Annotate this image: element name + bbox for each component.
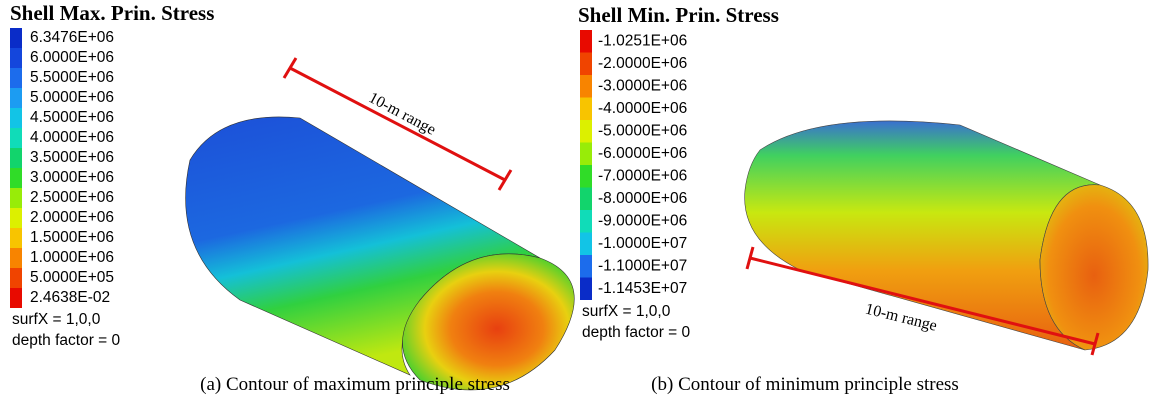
legend-label: -6.0000E+06 (598, 145, 687, 162)
legend-swatch (10, 248, 22, 268)
legend-swatch (580, 30, 592, 53)
legend-swatch (10, 88, 22, 108)
legend-label: -1.0000E+07 (598, 235, 687, 252)
legend-swatch (10, 148, 22, 168)
legend-swatch (10, 48, 22, 68)
legend-swatch (580, 188, 592, 211)
legend-label: 1.5000E+06 (30, 229, 114, 246)
legend-swatch (10, 288, 22, 308)
legend-label: 2.5000E+06 (30, 189, 114, 206)
legend-label: -3.0000E+06 (598, 77, 687, 94)
depth-label: depth factor = 0 (12, 332, 121, 349)
legend-label: 2.4638E-02 (30, 289, 110, 306)
legend-label: 5.0000E+05 (30, 269, 114, 286)
legend-swatch (580, 278, 592, 301)
legend-swatch (580, 255, 592, 278)
tunnel-b (745, 121, 1148, 355)
legend-label: -1.1000E+07 (598, 257, 687, 274)
legend-swatch (580, 210, 592, 233)
legend-swatch (580, 233, 592, 256)
legend-swatch (10, 228, 22, 248)
legend-swatch (10, 268, 22, 288)
surf-label: surfX = 1,0,0 (12, 311, 101, 328)
legend-label: -7.0000E+06 (598, 167, 687, 184)
caption: (b) Contour of minimum principle stress (651, 374, 959, 395)
legend-label: -2.0000E+06 (598, 55, 687, 72)
surf-label: surfX = 1,0,0 (582, 303, 671, 320)
legend-label: -9.0000E+06 (598, 212, 687, 229)
caption: (a) Contour of maximum principle stress (200, 374, 510, 395)
legend-swatch (10, 28, 22, 48)
legend-swatch (10, 168, 22, 188)
legend-swatch (580, 98, 592, 121)
legend-label: 4.5000E+06 (30, 109, 114, 126)
legend-swatch (10, 68, 22, 88)
figure: Shell Max. Prin. Stress 6.3476E+06 6.0000E… (0, 0, 1161, 414)
legend-label: -4.0000E+06 (598, 100, 687, 117)
legend-label: -5.0000E+06 (598, 122, 687, 139)
legend-label: 5.5000E+06 (30, 69, 114, 86)
legend-label: 6.3476E+06 (30, 29, 114, 46)
legend-swatch (10, 128, 22, 148)
panel-title: Shell Max. Prin. Stress (10, 1, 214, 25)
legend-label: 6.0000E+06 (30, 49, 114, 66)
legend-label: 5.0000E+06 (30, 89, 114, 106)
legend-label: 1.0000E+06 (30, 249, 114, 266)
legend-label: -8.0000E+06 (598, 190, 687, 207)
legend-swatch (580, 53, 592, 76)
legend-label: -1.0251E+06 (598, 32, 687, 49)
legend-swatch (580, 75, 592, 98)
legend-swatch (580, 143, 592, 166)
legend-label: 3.5000E+06 (30, 149, 114, 166)
legend-label: 3.0000E+06 (30, 169, 114, 186)
legend-label: 2.0000E+06 (30, 209, 114, 226)
legend-label: 4.0000E+06 (30, 129, 114, 146)
legend-swatch (580, 120, 592, 143)
legend-swatch (10, 108, 22, 128)
legend-swatch (580, 165, 592, 188)
legend-swatch (10, 208, 22, 228)
legend-label: -1.1453E+07 (598, 280, 687, 297)
panel-title: Shell Min. Prin. Stress (578, 3, 779, 27)
legend-swatch (10, 188, 22, 208)
depth-label: depth factor = 0 (582, 324, 691, 341)
